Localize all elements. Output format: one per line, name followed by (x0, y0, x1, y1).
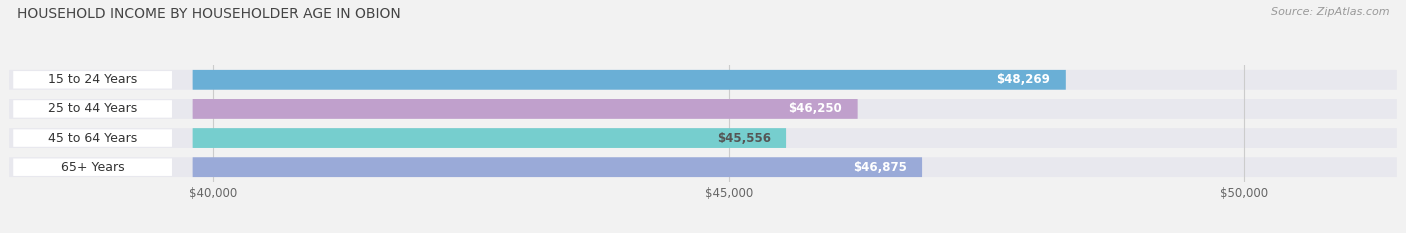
FancyBboxPatch shape (8, 99, 1398, 119)
FancyBboxPatch shape (8, 70, 1398, 90)
Text: $46,875: $46,875 (853, 161, 907, 174)
Text: $46,250: $46,250 (789, 103, 842, 115)
Text: 15 to 24 Years: 15 to 24 Years (48, 73, 138, 86)
FancyBboxPatch shape (193, 99, 858, 119)
FancyBboxPatch shape (13, 129, 172, 147)
FancyBboxPatch shape (8, 128, 1398, 148)
Text: 65+ Years: 65+ Years (60, 161, 124, 174)
Text: 45 to 64 Years: 45 to 64 Years (48, 132, 138, 144)
Text: $48,269: $48,269 (997, 73, 1050, 86)
FancyBboxPatch shape (13, 71, 172, 89)
FancyBboxPatch shape (193, 70, 1066, 90)
Text: Source: ZipAtlas.com: Source: ZipAtlas.com (1271, 7, 1389, 17)
Text: 25 to 44 Years: 25 to 44 Years (48, 103, 138, 115)
FancyBboxPatch shape (193, 128, 786, 148)
FancyBboxPatch shape (13, 100, 172, 118)
FancyBboxPatch shape (8, 157, 1398, 177)
FancyBboxPatch shape (13, 158, 172, 176)
FancyBboxPatch shape (193, 157, 922, 177)
Text: HOUSEHOLD INCOME BY HOUSEHOLDER AGE IN OBION: HOUSEHOLD INCOME BY HOUSEHOLDER AGE IN O… (17, 7, 401, 21)
Text: $45,556: $45,556 (717, 132, 770, 144)
